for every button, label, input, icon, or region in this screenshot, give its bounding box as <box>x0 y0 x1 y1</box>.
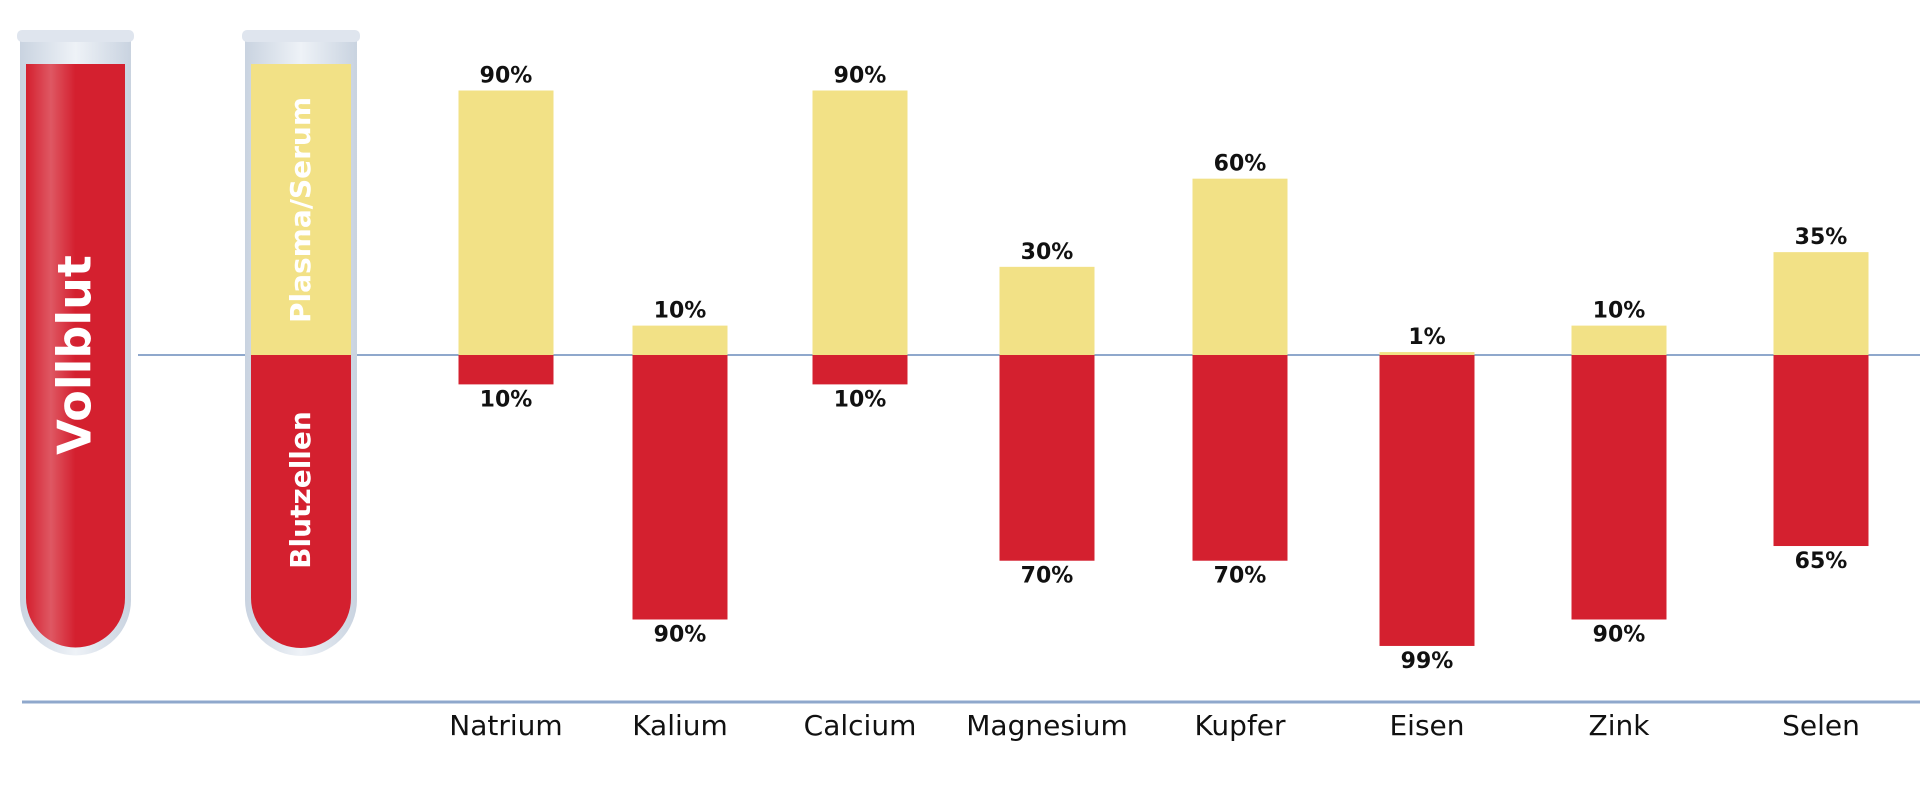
bar <box>1773 355 1869 547</box>
x-tick-label: Magnesium <box>966 709 1127 742</box>
value-label: 65% <box>1795 549 1848 574</box>
tube-plasma <box>251 64 351 355</box>
value-label: 90% <box>834 64 887 89</box>
x-tick-label: Kalium <box>632 709 728 742</box>
value-label: 99% <box>1401 649 1454 674</box>
value-label: 35% <box>1795 225 1848 250</box>
value-label: 90% <box>654 622 707 647</box>
x-tick-label: Calcium <box>804 709 917 742</box>
value-label: 70% <box>1021 564 1074 589</box>
tube-cells <box>251 355 351 648</box>
value-label: 60% <box>1214 152 1267 177</box>
bar <box>1773 252 1869 355</box>
value-label: 10% <box>654 299 707 324</box>
value-label: 90% <box>480 64 533 89</box>
bar <box>1379 355 1475 646</box>
bar <box>1571 325 1667 355</box>
tube-label: Plasma/Serum <box>284 97 317 323</box>
x-tick-label: Natrium <box>449 709 562 742</box>
value-label: 30% <box>1021 240 1074 265</box>
x-tick-label: Eisen <box>1389 709 1464 742</box>
bar <box>812 355 908 385</box>
x-tick-label: Kupfer <box>1194 709 1286 742</box>
bar <box>812 90 908 356</box>
tube-whole-blood: Vollblut <box>17 30 134 656</box>
value-label: 10% <box>480 387 533 412</box>
bar <box>1379 352 1475 355</box>
bar <box>632 355 728 620</box>
x-tick-label: Selen <box>1782 709 1860 742</box>
tube-label: Blutzellen <box>284 411 317 569</box>
bar <box>1192 178 1288 355</box>
bar <box>1571 355 1667 620</box>
bar <box>1192 355 1288 561</box>
bar <box>999 266 1095 355</box>
bar <box>458 355 554 385</box>
x-tick-label: Zink <box>1589 709 1651 742</box>
bar <box>999 355 1095 561</box>
value-label: 70% <box>1214 564 1267 589</box>
bar <box>632 325 728 355</box>
bar <box>458 90 554 356</box>
value-label: 1% <box>1408 325 1445 350</box>
value-label: 10% <box>1593 299 1646 324</box>
value-label: 10% <box>834 387 887 412</box>
tube-label: Vollblut <box>48 255 102 455</box>
tube-separated: Plasma/Serum Blutzellen <box>242 30 360 656</box>
value-label: 90% <box>1593 622 1646 647</box>
